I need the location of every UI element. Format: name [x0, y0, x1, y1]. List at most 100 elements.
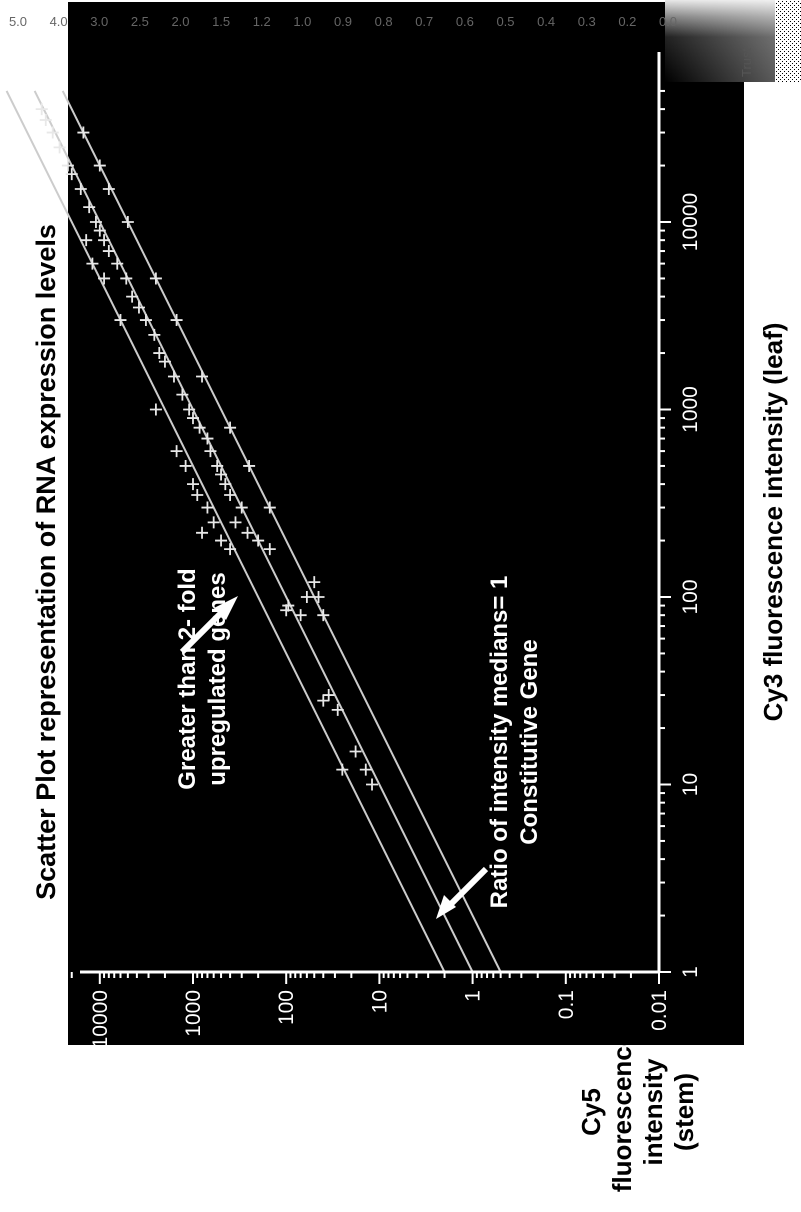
- data-point: [111, 257, 124, 270]
- chart-title: Scatter Plot representation of RNA expre…: [31, 224, 61, 900]
- data-point: [98, 234, 111, 247]
- colorbar-title-letter: o: [572, 92, 579, 107]
- colorbar-title-letter: i: [588, 92, 591, 107]
- data-point: [207, 516, 220, 529]
- annotation-upregulated-line1: Greater than 2- fold: [174, 568, 201, 789]
- colorbar-tick-label: 2.5: [131, 14, 149, 29]
- data-point: [322, 689, 335, 702]
- y-tick-label: 0.01: [648, 990, 671, 1031]
- data-point: [196, 526, 209, 539]
- annotation-upregulated-line2: upregulated genes: [204, 572, 231, 785]
- data-point: [46, 126, 59, 139]
- data-point: [191, 488, 204, 501]
- data-point: [93, 224, 106, 237]
- data-point: [179, 459, 192, 472]
- data-point: [93, 159, 106, 172]
- annotation-constitutive-line2: Constitutive Gene: [516, 639, 543, 844]
- colorbar: Trust 5.0 4.0 3.0 2.5 2.0 1.5 1.2 1.0 0.9 0.8 0.7 0…: [9, 0, 801, 107]
- data-point: [158, 355, 171, 368]
- plot-background: [68, 2, 744, 1045]
- data-point: [139, 314, 152, 327]
- colorbar-tick-label: 0.7: [415, 14, 433, 29]
- data-point: [349, 745, 362, 758]
- data-point: [114, 314, 127, 327]
- data-point: [80, 234, 93, 247]
- data-point: [359, 763, 372, 776]
- colorbar-title-letter: e: [636, 92, 643, 107]
- x-tick-label: 10000: [679, 193, 702, 251]
- data-point: [83, 201, 96, 214]
- colorbar-trust-label: Trust: [739, 47, 754, 77]
- data-point: [224, 421, 237, 434]
- y-tick-label: 0.1: [555, 990, 578, 1019]
- y-tick-label: 100: [275, 990, 298, 1025]
- colorbar-title-letter: p: [668, 92, 675, 107]
- colorbar-title-letter: x: [684, 92, 691, 107]
- annotation-arrow-constitutive: [436, 866, 489, 919]
- data-point: [74, 182, 87, 195]
- data-point: [187, 412, 199, 425]
- y-axis-label-line: Cy5: [576, 1088, 606, 1136]
- data-point: [201, 501, 214, 514]
- data-point: [65, 168, 78, 181]
- data-point: [300, 591, 313, 603]
- data-point: [241, 526, 254, 539]
- y-axis-label: Cy5 fluorescence intensity (stem): [576, 1032, 699, 1192]
- data-point: [201, 432, 214, 445]
- ratio-line: [5, 90, 446, 973]
- data-point: [196, 370, 209, 383]
- colorbar-tick-label: 0.4: [537, 14, 555, 29]
- data-point: [153, 347, 166, 360]
- data-point: [183, 403, 196, 416]
- data-point: [61, 159, 74, 172]
- x-tick-label: 1000: [679, 386, 702, 433]
- data-point: [204, 445, 217, 458]
- colorbar-tick-label: 0.6: [456, 14, 474, 29]
- colorbar-tick-label: 1.5: [212, 14, 230, 29]
- data-point: [120, 272, 133, 285]
- colorbar-tick-label: 0.5: [496, 14, 514, 29]
- colorbar-title-letter: r: [652, 92, 657, 107]
- colorbar-tick-label: 2.0: [171, 14, 189, 29]
- data-point: [252, 534, 265, 547]
- x-tick-label: 1: [679, 966, 702, 978]
- data-point: [235, 501, 248, 514]
- data-point: [215, 468, 228, 481]
- annotation-arrow-upregulated: [179, 596, 238, 655]
- colorbar-title-letter: E: [700, 92, 709, 107]
- data-point: [126, 290, 139, 303]
- colorbar-tick-label: 0.9: [334, 14, 352, 29]
- data-point: [170, 314, 183, 327]
- y-axis-label-line: fluorescence: [607, 1032, 637, 1192]
- data-point: [336, 763, 349, 776]
- colorbar-tick-label: 0.2: [618, 14, 636, 29]
- ratio-line: [33, 90, 474, 973]
- y-axis-label-line: intensity: [638, 1058, 668, 1165]
- y-axis-label-line: (stem): [669, 1073, 699, 1151]
- colorbar-title-letter: n: [556, 92, 563, 107]
- data-point: [89, 216, 102, 228]
- colorbar-tick-label: 0.8: [375, 14, 393, 29]
- x-tick-label: 100: [679, 579, 702, 614]
- data-point: [187, 478, 199, 491]
- ratio-line: [61, 90, 502, 973]
- data-point: [308, 576, 321, 589]
- data-point: [294, 609, 307, 622]
- data-point: [224, 488, 237, 501]
- data-point: [215, 534, 228, 547]
- data-point: [263, 501, 276, 514]
- data-point: [102, 245, 115, 258]
- data-point: [102, 182, 115, 195]
- colorbar-title-letter: s: [604, 92, 611, 107]
- data-point: [263, 543, 276, 556]
- y-tick-label: 1: [462, 990, 485, 1002]
- data-point: [35, 103, 48, 116]
- data-point: [193, 421, 206, 434]
- colorbar-tick-label: 3.0: [90, 14, 108, 29]
- x-tick-label: 10: [679, 773, 702, 796]
- data-point: [77, 126, 90, 139]
- colorbar-tick-label: 1.2: [253, 14, 271, 29]
